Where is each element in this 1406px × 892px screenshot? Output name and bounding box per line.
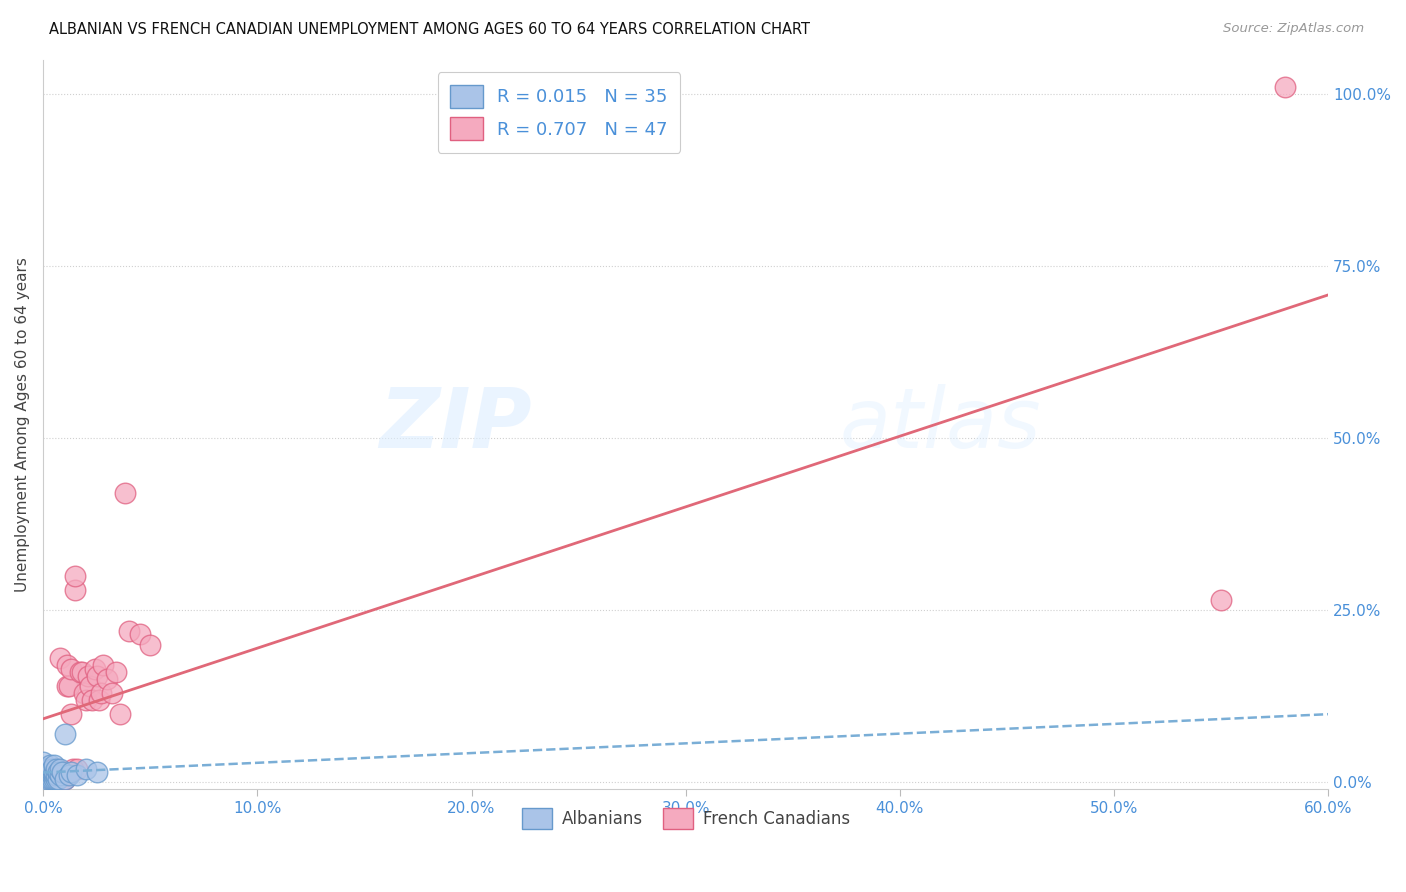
Point <box>49 762 72 776</box>
Text: ZIP: ZIP <box>378 384 531 465</box>
Point <box>32 762 55 776</box>
Point <box>105 665 128 680</box>
Point <box>77 668 100 682</box>
Legend: Albanians, French Canadians: Albanians, French Canadians <box>515 801 856 836</box>
Point <box>90 686 112 700</box>
Point <box>42 768 65 782</box>
Point <box>37 772 59 786</box>
Point <box>69 665 91 680</box>
Point <box>66 768 89 782</box>
Point <box>53 772 76 786</box>
Point <box>51 764 73 779</box>
Point <box>60 662 83 676</box>
Point <box>114 486 136 500</box>
Point <box>100 686 122 700</box>
Point <box>32 762 55 776</box>
Point <box>86 764 108 779</box>
Point <box>55 658 77 673</box>
Point <box>46 772 69 786</box>
Point <box>53 727 76 741</box>
Point <box>55 679 77 693</box>
Point <box>42 758 65 772</box>
Point <box>46 764 69 779</box>
Point <box>38 768 60 782</box>
Point <box>87 692 110 706</box>
Point <box>49 768 72 782</box>
Point <box>38 764 60 779</box>
Point <box>83 662 105 676</box>
Point <box>41 764 63 779</box>
Point <box>1274 80 1296 95</box>
Point <box>58 768 80 782</box>
Point <box>79 679 101 693</box>
Point <box>65 569 87 583</box>
Point <box>75 692 97 706</box>
Point <box>34 764 56 779</box>
Point <box>34 768 56 782</box>
Point <box>46 762 69 776</box>
Point <box>66 762 89 776</box>
Point <box>70 665 93 680</box>
Point <box>42 772 65 786</box>
Point <box>118 624 141 638</box>
Point <box>51 764 73 779</box>
Point <box>38 758 60 772</box>
Text: atlas: atlas <box>839 384 1042 465</box>
Point <box>42 764 65 779</box>
Point <box>41 764 63 779</box>
Point <box>37 762 59 776</box>
Point <box>34 762 56 776</box>
Point <box>37 768 59 782</box>
Point <box>41 768 63 782</box>
Point <box>32 755 55 769</box>
Point <box>96 672 118 686</box>
Text: ALBANIAN VS FRENCH CANADIAN UNEMPLOYMENT AMONG AGES 60 TO 64 YEARS CORRELATION C: ALBANIAN VS FRENCH CANADIAN UNEMPLOYMENT… <box>49 22 810 37</box>
Point <box>38 772 60 786</box>
Point <box>60 764 83 779</box>
Point <box>73 686 96 700</box>
Point <box>58 679 80 693</box>
Point <box>75 762 97 776</box>
Point <box>49 651 72 665</box>
Point <box>45 764 67 779</box>
Point <box>82 692 104 706</box>
Point <box>110 706 132 721</box>
Point <box>45 768 67 782</box>
Point <box>139 638 162 652</box>
Point <box>60 706 83 721</box>
Point <box>38 772 60 786</box>
Point <box>38 762 60 776</box>
Text: Source: ZipAtlas.com: Source: ZipAtlas.com <box>1223 22 1364 36</box>
Point <box>53 768 76 782</box>
Point <box>45 772 67 786</box>
Point <box>42 768 65 782</box>
Point <box>86 668 108 682</box>
Point <box>49 768 72 782</box>
Point <box>32 768 55 782</box>
Point <box>45 762 67 776</box>
Point <box>91 658 114 673</box>
Point <box>1209 593 1232 607</box>
Point <box>65 582 87 597</box>
Point <box>32 768 55 782</box>
Point <box>62 762 84 776</box>
Point <box>41 772 63 786</box>
Y-axis label: Unemployment Among Ages 60 to 64 years: Unemployment Among Ages 60 to 64 years <box>15 257 30 592</box>
Point <box>53 772 76 786</box>
Point <box>41 762 63 776</box>
Point <box>128 627 150 641</box>
Point <box>37 768 59 782</box>
Point <box>42 772 65 786</box>
